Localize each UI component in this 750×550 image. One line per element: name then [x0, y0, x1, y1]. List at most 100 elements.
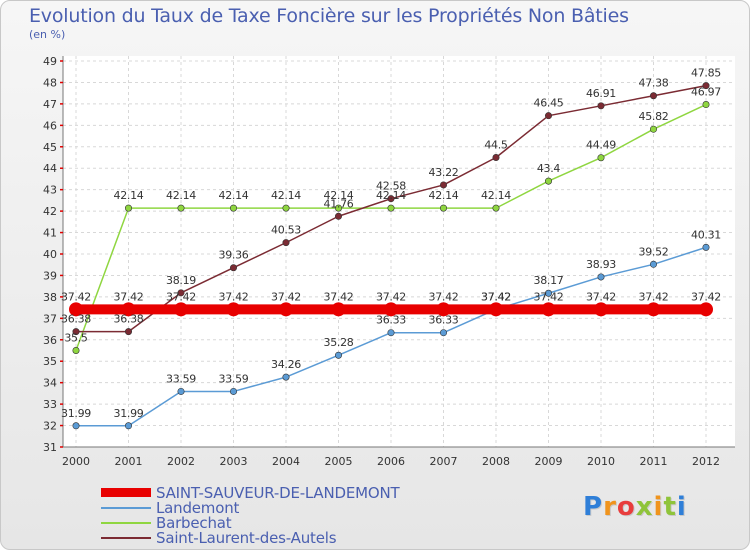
x-tick-label: 2002: [167, 455, 195, 468]
series-1: [72, 243, 710, 430]
x-tick-label: 2009: [535, 455, 563, 468]
data-label: 42.14: [481, 189, 511, 202]
data-label: 38.17: [534, 274, 564, 287]
data-point: [649, 125, 657, 133]
legend-label: Barbechat: [156, 514, 232, 532]
data-point: [121, 302, 136, 317]
y-tick-label: 36: [43, 334, 57, 347]
data-point: [597, 102, 605, 110]
x-tick-label: 2008: [482, 455, 510, 468]
data-point: [72, 328, 80, 336]
data-point: [439, 181, 447, 189]
data-label: 37.42: [166, 290, 196, 303]
data-point: [702, 243, 710, 251]
data-label: 44.5: [484, 139, 508, 152]
data-point: [334, 212, 342, 220]
legend-swatch: [101, 507, 151, 509]
data-label: 37.42: [61, 290, 91, 303]
data-point: [282, 239, 290, 247]
plot-area: [63, 56, 735, 447]
data-label: 37.42: [481, 290, 511, 303]
data-label: 35.28: [324, 336, 354, 349]
logo-letter: o: [616, 492, 636, 522]
data-label: 36.38: [61, 313, 91, 326]
data-point: [492, 154, 500, 162]
legend-swatch: [101, 488, 151, 497]
logo-letter: P: [583, 492, 604, 522]
data-point: [699, 302, 713, 317]
y-tick-label: 35: [43, 355, 57, 368]
data-label: 33.59: [166, 372, 196, 385]
legend-label: Landemont: [156, 499, 240, 517]
data-point: [230, 264, 238, 272]
data-label: 41.76: [324, 197, 354, 210]
data-point: [649, 260, 657, 268]
data-point: [544, 177, 552, 185]
data-label: 37.42: [534, 290, 564, 303]
data-label: 42.58: [376, 180, 406, 193]
legend-label: Saint-Laurent-des-Autels: [156, 529, 337, 547]
data-point: [279, 302, 293, 317]
chart-title: Evolution du Taux de Taxe Foncière sur l…: [29, 5, 629, 27]
data-point: [544, 112, 552, 120]
data-point: [597, 154, 605, 162]
logo-letter: r: [603, 492, 617, 522]
data-point: [384, 302, 398, 317]
data-label: 42.14: [166, 189, 196, 202]
data-label: 42.14: [271, 189, 301, 202]
data-point: [334, 204, 342, 212]
x-tick-label: 2006: [377, 455, 405, 468]
data-label: 37.42: [639, 290, 669, 303]
data-label: 42.14: [429, 189, 459, 202]
x-tick-label: 2001: [115, 455, 143, 468]
x-tick-label: 2010: [587, 455, 615, 468]
y-tick-label: 39: [43, 269, 57, 282]
data-label: 40.53: [271, 224, 301, 237]
data-label: 40.31: [691, 228, 721, 241]
data-point: [541, 302, 556, 317]
data-point: [177, 289, 185, 297]
logo-letter: i: [653, 492, 664, 522]
y-tick-label: 47: [43, 98, 57, 111]
data-point: [125, 422, 133, 430]
data-label: 37.42: [114, 290, 144, 303]
data-label: 46.91: [586, 87, 616, 100]
data-label: 47.85: [691, 67, 721, 80]
data-point: [125, 204, 133, 212]
x-tick-label: 2004: [272, 455, 300, 468]
data-label: 37.42: [481, 290, 511, 303]
data-point: [594, 302, 608, 317]
data-label: 46.45: [534, 97, 564, 110]
x-tick-label: 2003: [220, 455, 248, 468]
data-label: 39.52: [639, 245, 669, 258]
y-tick-label: 45: [43, 141, 57, 154]
data-point: [387, 204, 395, 212]
data-point: [544, 289, 552, 297]
y-tick-label: 46: [43, 119, 57, 132]
data-point: [649, 92, 657, 100]
data-label: 45.82: [639, 110, 669, 123]
data-point: [597, 273, 605, 281]
data-label: 34.26: [271, 358, 301, 371]
data-point: [177, 204, 185, 212]
data-point: [226, 302, 241, 317]
data-label: 36.33: [429, 314, 459, 327]
y-tick-label: 38: [43, 291, 57, 304]
data-label: 46.97: [691, 86, 721, 99]
y-tick-label: 37: [43, 312, 57, 325]
y-tick-label: 48: [43, 76, 57, 89]
data-label: 37.42: [691, 290, 721, 303]
data-label: 38.19: [166, 274, 196, 287]
y-tick-label: 34: [43, 377, 57, 390]
logo-letter: x: [635, 492, 654, 522]
data-point: [646, 302, 661, 317]
x-tick-label: 2007: [430, 455, 458, 468]
legend-label: SAINT-SAUVEUR-DE-LANDEMONT: [156, 484, 400, 502]
data-point: [492, 204, 500, 212]
data-point: [125, 328, 133, 336]
y-tick-label: 42: [43, 205, 57, 218]
data-point: [331, 302, 346, 317]
y-tick-label: 44: [43, 162, 57, 175]
data-point: [489, 302, 503, 317]
